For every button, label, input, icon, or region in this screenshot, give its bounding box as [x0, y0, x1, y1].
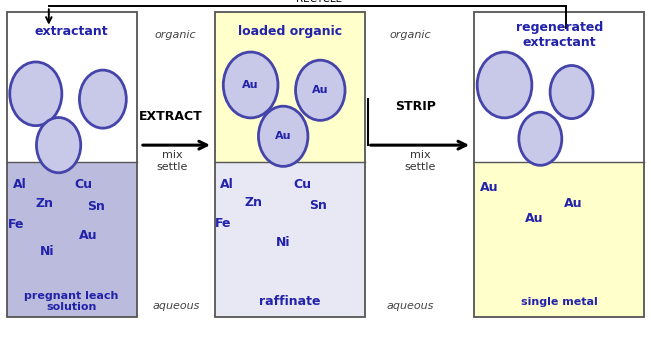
- Text: Fe: Fe: [214, 217, 231, 229]
- Ellipse shape: [10, 62, 62, 126]
- Text: Ni: Ni: [40, 245, 54, 258]
- Bar: [474, 12, 644, 317]
- Text: RECYCLE: RECYCLE: [296, 0, 342, 4]
- Bar: [215, 12, 365, 161]
- Ellipse shape: [519, 112, 562, 165]
- Ellipse shape: [296, 60, 345, 120]
- Text: STRIP: STRIP: [395, 100, 436, 113]
- Text: EXTRACT: EXTRACT: [139, 110, 203, 123]
- Text: pregnant leach
solution: pregnant leach solution: [25, 291, 118, 313]
- Ellipse shape: [79, 70, 126, 128]
- Text: Au: Au: [312, 85, 329, 95]
- Ellipse shape: [36, 118, 81, 173]
- Text: Cu: Cu: [294, 178, 312, 190]
- Bar: [215, 161, 365, 317]
- Text: single metal: single metal: [521, 297, 598, 307]
- Text: Sn: Sn: [309, 199, 327, 212]
- Text: Zn: Zn: [35, 197, 53, 210]
- Bar: [474, 12, 644, 161]
- Ellipse shape: [258, 106, 308, 166]
- Text: Au: Au: [564, 197, 582, 210]
- Ellipse shape: [550, 65, 593, 119]
- Text: Al: Al: [12, 178, 27, 190]
- Text: Sn: Sn: [87, 200, 105, 212]
- Text: mix
settle: mix settle: [404, 150, 436, 172]
- Text: Al: Al: [219, 178, 234, 190]
- Text: Au: Au: [525, 212, 543, 225]
- Text: organic: organic: [155, 30, 197, 40]
- Text: Au: Au: [79, 229, 97, 242]
- Bar: [474, 161, 644, 317]
- Text: raffinate: raffinate: [259, 295, 320, 308]
- Text: Au: Au: [480, 181, 499, 194]
- Bar: [7, 161, 137, 317]
- Bar: [215, 12, 365, 317]
- Text: mix
settle: mix settle: [157, 150, 188, 172]
- Text: Au: Au: [275, 131, 292, 141]
- Ellipse shape: [477, 52, 532, 118]
- Bar: [7, 12, 137, 317]
- Text: extractant: extractant: [35, 25, 109, 38]
- Text: Ni: Ni: [276, 236, 290, 249]
- Text: organic: organic: [389, 30, 431, 40]
- Bar: [7, 12, 137, 161]
- Text: aqueous: aqueous: [152, 301, 199, 311]
- Text: regenerated
extractant: regenerated extractant: [516, 21, 603, 50]
- Text: Zn: Zn: [245, 196, 263, 209]
- Text: Fe: Fe: [8, 218, 25, 231]
- Text: Cu: Cu: [74, 178, 92, 190]
- Text: aqueous: aqueous: [387, 301, 434, 311]
- Text: Au: Au: [242, 80, 259, 90]
- Text: loaded organic: loaded organic: [238, 25, 342, 38]
- Ellipse shape: [223, 52, 278, 118]
